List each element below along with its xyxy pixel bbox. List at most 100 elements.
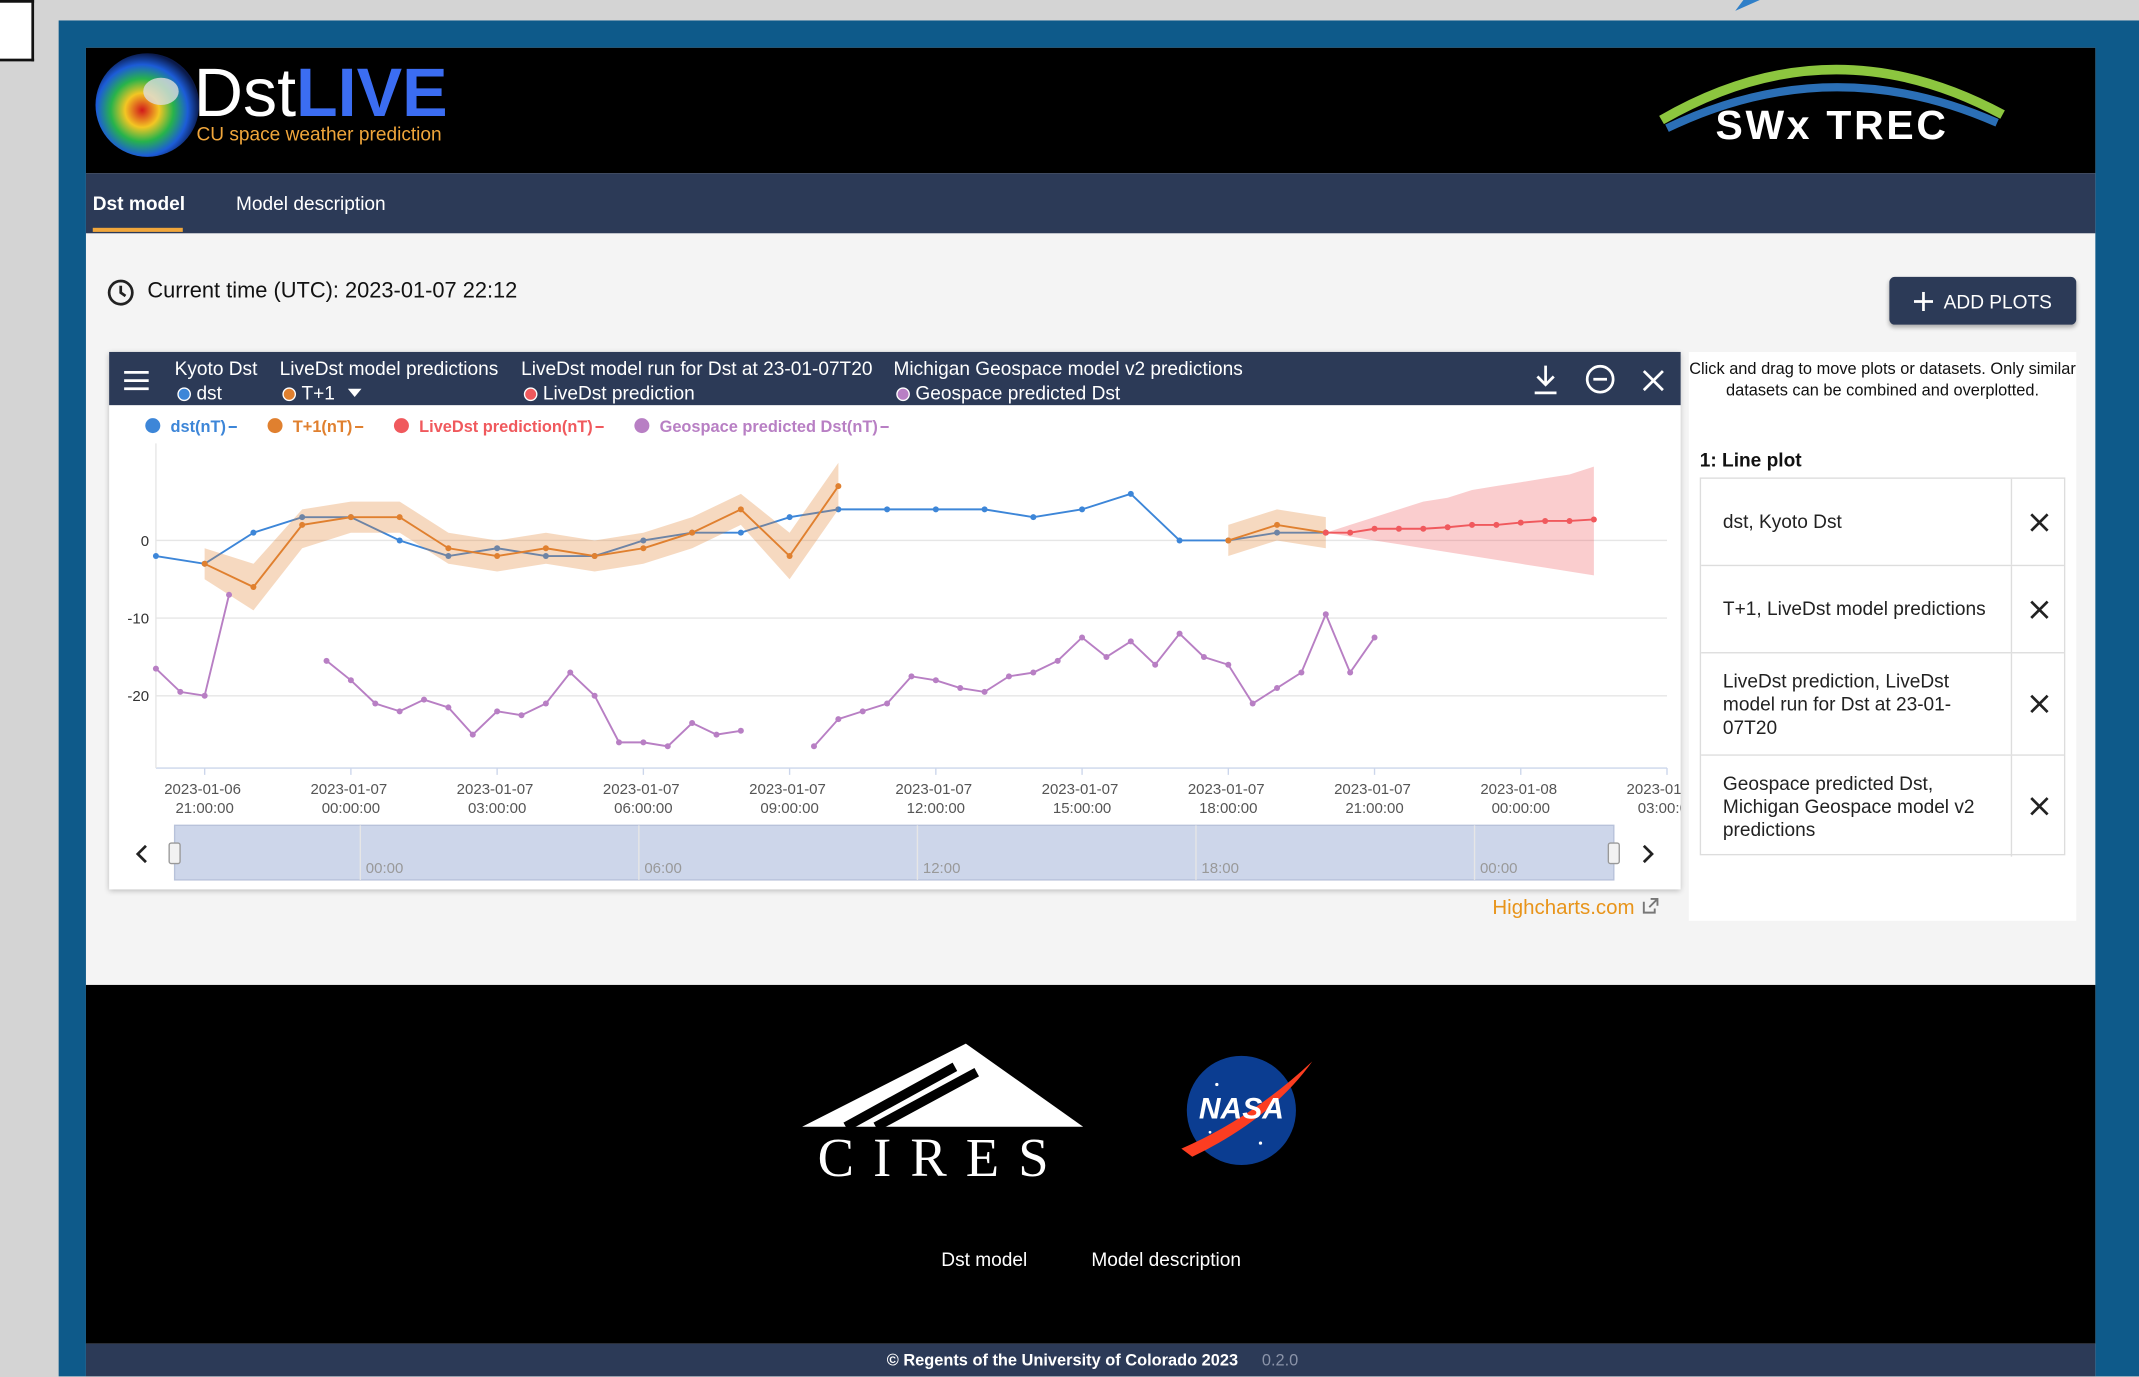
clock-icon bbox=[106, 278, 135, 307]
remove-button[interactable] bbox=[2011, 653, 2067, 754]
dropdown-arrow[interactable] bbox=[343, 386, 365, 400]
dataset-list-item[interactable]: LiveDst prediction, LiveDst model run fo… bbox=[1701, 653, 2064, 755]
data-point bbox=[713, 732, 719, 738]
logo-text: DstLIVE bbox=[194, 55, 448, 131]
dataset-dot bbox=[282, 387, 296, 401]
navigator-prev[interactable] bbox=[138, 846, 146, 862]
dataset-dot bbox=[177, 387, 191, 401]
data-point bbox=[957, 685, 963, 691]
remove-button[interactable] bbox=[2011, 479, 2067, 565]
data-point bbox=[738, 506, 744, 512]
dataset-list-item[interactable]: dst, Kyoto Dst bbox=[1701, 479, 2064, 566]
footer-link[interactable]: Dst model bbox=[941, 1248, 1027, 1270]
x-icon bbox=[2030, 512, 2049, 531]
data-point bbox=[738, 728, 744, 734]
dataset-group[interactable]: LiveDst model run for Dst at 23-01-07T20… bbox=[521, 356, 872, 405]
legend-marker bbox=[268, 418, 283, 433]
x-tick-date: 2023-01-07 bbox=[603, 781, 684, 798]
remove-button[interactable] bbox=[2011, 756, 2067, 857]
remove-button[interactable] bbox=[2011, 566, 2067, 652]
x-tick-date: 2023-01-08 bbox=[1480, 781, 1561, 798]
x-tick-date: 2023-01-07 bbox=[457, 781, 538, 798]
data-point bbox=[372, 701, 378, 707]
legend-marker bbox=[394, 418, 409, 433]
y-tick-label: -10 bbox=[127, 611, 149, 628]
data-point bbox=[1445, 524, 1451, 530]
x-tick-time: 06:00:00 bbox=[614, 800, 672, 817]
data-point bbox=[1079, 506, 1085, 512]
data-point bbox=[835, 483, 841, 489]
data-point bbox=[519, 712, 525, 718]
x-tick-time: 09:00:00 bbox=[760, 800, 818, 817]
navigator-handle[interactable] bbox=[169, 843, 180, 863]
data-point bbox=[1518, 520, 1524, 526]
legend-label: T+1(nT) bbox=[293, 418, 353, 436]
x-tick-date: 2023-01-07 bbox=[1334, 781, 1415, 798]
nav-tab[interactable]: Model description bbox=[236, 192, 386, 214]
version: 0.2.0 bbox=[1262, 1351, 1298, 1370]
dataset-list-item[interactable]: Geospace predicted Dst, Michigan Geospac… bbox=[1701, 756, 2064, 857]
navigator-handle[interactable] bbox=[1608, 843, 1619, 863]
data-point bbox=[1469, 522, 1475, 528]
data-point bbox=[860, 708, 866, 714]
window-fragment bbox=[0, 0, 34, 61]
chart: 0-10-202023-01-06 21:00:002023-01-07 00:… bbox=[109, 405, 1681, 889]
menu-icon[interactable] bbox=[123, 368, 150, 393]
legend-label: dst(nT) bbox=[171, 418, 226, 436]
uncertainty-band bbox=[205, 463, 839, 611]
credit-text: Highcharts.com bbox=[1492, 896, 1634, 919]
globe-logo bbox=[93, 50, 205, 162]
corner-fragment bbox=[1730, 0, 1763, 11]
dataset-item: dst bbox=[196, 382, 221, 404]
download-icon[interactable] bbox=[1531, 363, 1561, 396]
close-icon[interactable] bbox=[1641, 368, 1666, 393]
uncertainty-band bbox=[1228, 509, 1326, 556]
data-point bbox=[1201, 654, 1207, 660]
data-point bbox=[689, 530, 695, 536]
data-point bbox=[884, 701, 890, 707]
external-icon bbox=[1643, 898, 1659, 914]
x-tick-label: 2023-01-07 12:00:00 bbox=[895, 781, 976, 817]
data-point bbox=[1079, 635, 1085, 641]
credit-link[interactable]: Highcharts.com bbox=[1492, 896, 1659, 919]
x-tick-label: 2023-01-07 15:00:00 bbox=[1042, 781, 1123, 817]
data-point bbox=[1347, 530, 1353, 536]
data-point bbox=[592, 553, 598, 559]
data-point bbox=[348, 514, 354, 520]
data-point bbox=[592, 693, 598, 699]
legend-label: Geospace predicted Dst(nT) bbox=[660, 418, 878, 436]
data-point bbox=[1055, 658, 1061, 664]
data-point bbox=[1250, 701, 1256, 707]
cires-text: CIRES bbox=[818, 1127, 1068, 1187]
x-tick-date: 2023-01-07 bbox=[1188, 781, 1269, 798]
data-point bbox=[835, 716, 841, 722]
data-point bbox=[982, 689, 988, 695]
nasa-logo: NASA bbox=[1176, 1050, 1318, 1173]
footer-link[interactable]: Model description bbox=[1091, 1248, 1241, 1270]
data-point bbox=[494, 708, 500, 714]
page: DstLIVE CU space weather prediction SWx … bbox=[0, 0, 2139, 1376]
data-point bbox=[1567, 518, 1573, 524]
dataset-group-title: LiveDst model run for Dst at 23-01-07T20 bbox=[521, 356, 872, 381]
data-point bbox=[1225, 662, 1231, 668]
navigator-tick-label: 18:00 bbox=[1201, 860, 1239, 877]
x-tick-date: 2023-01-06 bbox=[164, 781, 245, 798]
add-plots-button[interactable]: ADD PLOTS bbox=[1889, 277, 2076, 325]
navigator-tick-label: 00:00 bbox=[366, 860, 404, 877]
data-point bbox=[421, 697, 427, 703]
minimize-icon[interactable] bbox=[1584, 363, 1617, 396]
x-tick-label: 2023-01-07 21:00:00 bbox=[1334, 781, 1415, 817]
data-point bbox=[1225, 537, 1231, 543]
x-icon bbox=[2030, 694, 2049, 713]
x-tick-label: 2023-01-06 21:00:00 bbox=[164, 781, 245, 817]
x-tick-label: 2023-01-08 03:00:00 bbox=[1627, 781, 1681, 817]
dataset-dot bbox=[524, 387, 538, 401]
data-point bbox=[1372, 635, 1378, 641]
nav-tab[interactable]: Dst model bbox=[93, 192, 185, 214]
dataset-list-item[interactable]: T+1, LiveDst model predictions bbox=[1701, 566, 2064, 653]
navigator-next[interactable] bbox=[1644, 846, 1652, 862]
data-point bbox=[1542, 518, 1548, 524]
